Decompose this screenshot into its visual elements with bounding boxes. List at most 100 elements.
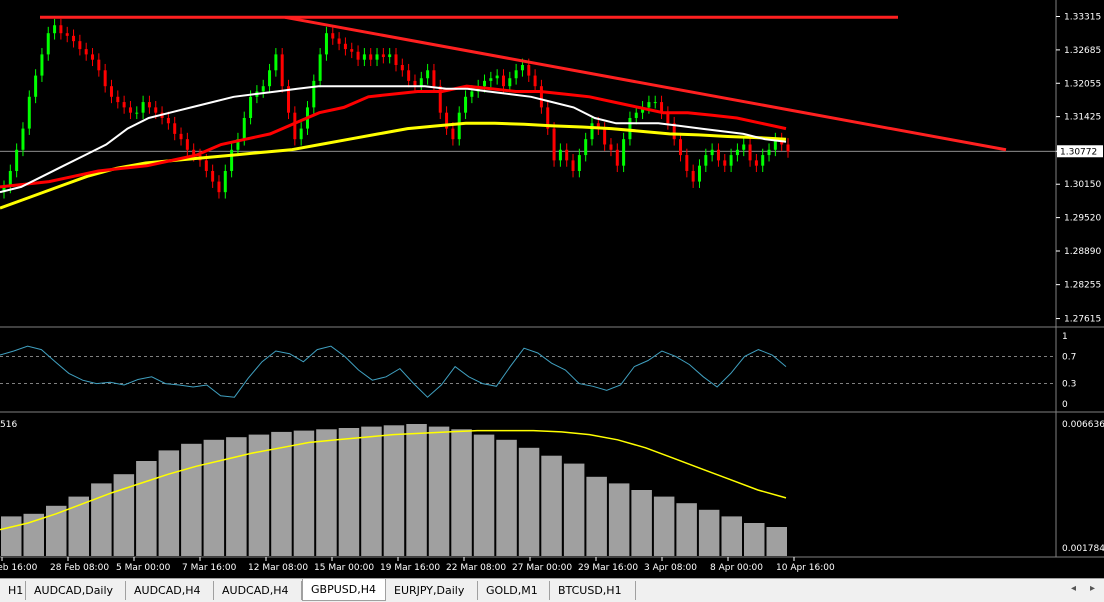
- histogram-bar: [383, 425, 405, 556]
- candle-body: [78, 41, 82, 50]
- histogram-bar: [473, 434, 495, 556]
- candle-body: [236, 139, 240, 150]
- candle-body: [501, 75, 505, 87]
- candle-body: [754, 160, 758, 166]
- histogram-bar: [653, 496, 675, 556]
- oscillator-level-label: 1: [1062, 332, 1068, 342]
- time-tick-label: 3 Apr 08:00: [644, 563, 697, 573]
- price-tick-label: 1.29520: [1064, 214, 1101, 224]
- tab-audcad-h4-b[interactable]: AUDCAD,H4: [214, 581, 302, 600]
- price-tick-label: 1.28890: [1064, 247, 1101, 257]
- candle-body: [280, 54, 284, 87]
- histogram-bar: [586, 476, 607, 556]
- histogram-bar: [46, 505, 67, 556]
- tab-audcad-daily[interactable]: AUDCAD,Daily: [26, 581, 126, 600]
- candle-body: [318, 54, 322, 81]
- candle-body: [457, 112, 461, 140]
- histogram-scale-top: 0.006636: [1062, 420, 1104, 430]
- candle-body: [603, 128, 607, 145]
- histogram-signal-line: [0, 429, 787, 531]
- price-tick-label: 1.31425: [1064, 113, 1101, 123]
- histogram-bar: [1, 516, 22, 556]
- histogram-bar: [248, 434, 270, 556]
- candle-body: [704, 155, 708, 166]
- price-tick-label: 1.32055: [1064, 79, 1101, 89]
- histogram-bar: [181, 443, 202, 556]
- candle-body: [679, 139, 683, 156]
- candle-body: [242, 117, 246, 140]
- candle-body: [2, 186, 6, 193]
- price-tick-label: 1.27615: [1064, 315, 1101, 325]
- tab-gold-m1[interactable]: GOLD,M1: [478, 581, 550, 600]
- time-tick-label: 7 Mar 16:00: [182, 563, 237, 573]
- candle-body: [742, 144, 746, 150]
- candle-body: [21, 128, 25, 150]
- candle-body: [15, 149, 19, 171]
- candle-body: [72, 35, 76, 42]
- candle-body: [691, 170, 695, 182]
- candle-body: [451, 128, 455, 140]
- candle-body: [27, 96, 31, 129]
- candle-body: [413, 80, 417, 87]
- candle-body: [185, 139, 189, 150]
- candle-body: [116, 96, 120, 103]
- tab-btcusd-h1[interactable]: BTCUSD,H1: [550, 581, 636, 600]
- histogram-bar: [563, 463, 585, 556]
- descending-trendline: [284, 15, 1007, 152]
- candle-body: [324, 33, 328, 55]
- scroll-left-arrow-icon[interactable]: ◂: [1071, 583, 1077, 594]
- candle-body: [147, 102, 151, 108]
- candle-body: [337, 38, 341, 44]
- candle-body: [571, 160, 575, 171]
- candle-body: [375, 54, 379, 60]
- candle-body: [710, 149, 714, 156]
- histogram-bar: [293, 430, 315, 556]
- candle-body: [432, 70, 436, 87]
- histogram-bar: [136, 461, 157, 556]
- candle-body: [223, 170, 227, 193]
- scroll-right-arrow-icon[interactable]: ▸: [1090, 583, 1096, 594]
- tab-eurjpy-daily[interactable]: EURJPY,Daily: [386, 581, 478, 600]
- candle-body: [577, 155, 581, 171]
- candle-body: [666, 112, 670, 124]
- candle-body: [445, 112, 449, 129]
- histogram-bar: [316, 429, 337, 556]
- candle-body: [331, 33, 335, 39]
- candle-body: [489, 78, 493, 81]
- candle-body: [419, 78, 423, 87]
- histogram-bar: [68, 496, 89, 556]
- candle-body: [299, 128, 303, 140]
- candle-body: [84, 49, 88, 55]
- price-tick-label: 1.30150: [1064, 180, 1101, 190]
- candle-body: [622, 139, 626, 166]
- candle-body: [634, 112, 638, 118]
- time-tick-label: 5 Feb 16:00: [0, 563, 38, 573]
- candle-body: [685, 155, 689, 171]
- tab-gbpusd-h4[interactable]: GBPUSD,H4: [302, 579, 386, 601]
- current-price-box: [1057, 145, 1103, 158]
- candle-body: [565, 149, 569, 161]
- candle-body: [438, 86, 442, 113]
- candle-body: [672, 123, 676, 140]
- tab-audcad-h4-a[interactable]: AUDCAD,H4: [126, 581, 214, 600]
- candle-body: [40, 54, 44, 76]
- tab-h1[interactable]: H1: [0, 581, 26, 600]
- candle-body: [217, 181, 221, 193]
- candle-body: [495, 75, 499, 79]
- histogram-bar: [608, 483, 630, 556]
- time-tick-label: 19 Mar 16:00: [380, 563, 440, 573]
- candle-body: [748, 144, 752, 161]
- candle-body: [312, 80, 316, 108]
- candle-body: [546, 107, 550, 129]
- candle-body: [166, 117, 170, 124]
- candle-body: [268, 70, 272, 87]
- candle-body: [729, 155, 733, 166]
- candle-body: [615, 149, 619, 166]
- chart-canvas[interactable]: 1.33315 1.32685 1.32055 1.31425 1.30772 1.301…: [0, 0, 1104, 578]
- candle-body: [46, 33, 50, 55]
- candle-body: [122, 102, 126, 108]
- candle-body: [767, 149, 771, 156]
- candle-body: [590, 123, 594, 140]
- candle-body: [400, 64, 404, 71]
- candle-body: [470, 91, 474, 97]
